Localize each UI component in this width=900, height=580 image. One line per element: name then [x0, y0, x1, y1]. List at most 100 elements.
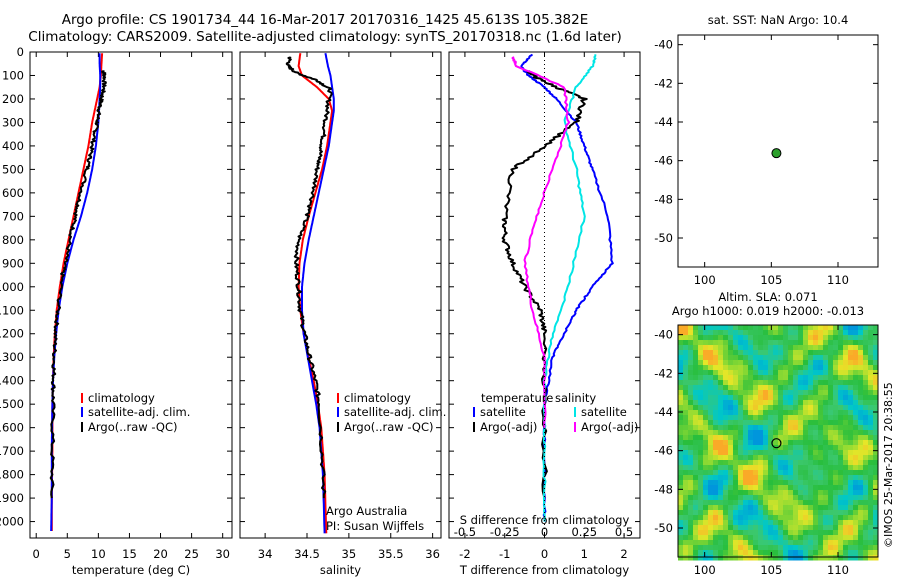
- sla-heatmap-cell: [698, 385, 704, 391]
- sla-heatmap-cell: [798, 500, 804, 506]
- sla-heatmap-cell: [743, 435, 749, 441]
- sla-heatmap-cell: [773, 455, 779, 461]
- sla-heatmap-cell: [688, 550, 694, 556]
- sla-heatmap-cell: [733, 475, 739, 481]
- sla-heatmap-cell: [763, 350, 769, 356]
- sla-heatmap-cell: [708, 450, 714, 456]
- sla-heatmap-cell: [708, 330, 714, 336]
- sla-heatmap-cell: [843, 525, 849, 531]
- sla-heatmap-cell: [808, 460, 814, 466]
- sla-heatmap-cell: [798, 420, 804, 426]
- sla-heatmap-cell: [743, 470, 749, 476]
- sla-heatmap-cell: [873, 350, 879, 356]
- sla-heatmap-cell: [823, 375, 829, 381]
- sla-heatmap-cell: [773, 525, 779, 531]
- sla-heatmap-cell: [703, 405, 709, 411]
- sla-heatmap-cell: [698, 515, 704, 521]
- sla-heatmap-cell: [743, 350, 749, 356]
- sla-heatmap-cell: [843, 470, 849, 476]
- sla-heatmap-cell: [763, 535, 769, 541]
- sla-heatmap-cell: [713, 460, 719, 466]
- sla-heatmap-cell: [693, 360, 699, 366]
- sla-heatmap-cell: [718, 480, 724, 486]
- sla-heatmap-cell: [678, 360, 684, 366]
- sla-heatmap-cell: [693, 410, 699, 416]
- sla-heatmap-cell: [838, 540, 844, 546]
- sla-heatmap-cell: [723, 520, 729, 526]
- sla-heatmap-cell: [703, 395, 709, 401]
- sla-heatmap-cell: [693, 385, 699, 391]
- sla-heatmap-cell: [833, 445, 839, 451]
- sla-heatmap-cell: [788, 520, 794, 526]
- sla-heatmap-cell: [818, 540, 824, 546]
- sla-heatmap-cell: [843, 435, 849, 441]
- sla-heatmap-cell: [803, 460, 809, 466]
- sla-heatmap-cell: [858, 460, 864, 466]
- sla-heatmap-cell: [683, 330, 689, 336]
- sla-heatmap-cell: [688, 400, 694, 406]
- sla-heatmap-cell: [718, 440, 724, 446]
- sla-heatmap-cell: [678, 515, 684, 521]
- sla-heatmap-cell: [703, 355, 709, 361]
- sla-heatmap-cell: [703, 400, 709, 406]
- sla-heatmap-cell: [823, 530, 829, 536]
- sla-heatmap-cell: [703, 445, 709, 451]
- sla-heatmap-cell: [688, 495, 694, 501]
- sla-heatmap-cell: [728, 505, 734, 511]
- sla-heatmap-cells: [678, 325, 879, 561]
- sla-heatmap-cell: [783, 490, 789, 496]
- sla-heatmap-cell: [873, 325, 879, 331]
- sla-heatmap-cell: [793, 505, 799, 511]
- sla-heatmap-cell: [843, 325, 849, 331]
- sla-heatmap-cell: [763, 415, 769, 421]
- sla-heatmap-cell: [793, 365, 799, 371]
- sla-heatmap-cell: [848, 340, 854, 346]
- sla-heatmap-cell: [813, 330, 819, 336]
- sla-heatmap-cell: [678, 345, 684, 351]
- sla-heatmap-cell: [693, 505, 699, 511]
- sla-heatmap-cell: [728, 365, 734, 371]
- sla-heatmap-cell: [698, 530, 704, 536]
- sla-heatmap-cell: [788, 535, 794, 541]
- sla-heatmap-cell: [718, 500, 724, 506]
- sla-heatmap-cell: [858, 360, 864, 366]
- temperature-ytick-label: 1100: [0, 303, 24, 317]
- sla-heatmap-cell: [723, 335, 729, 341]
- sla-heatmap-cell: [843, 370, 849, 376]
- sla-heatmap-cell: [788, 410, 794, 416]
- sla-heatmap-cell: [808, 375, 814, 381]
- sla-heatmap-cell: [718, 455, 724, 461]
- sla-heatmap-cell: [788, 550, 794, 556]
- sla-heatmap-cell: [683, 430, 689, 436]
- sla-heatmap-cell: [698, 360, 704, 366]
- sla-heatmap-cell: [693, 420, 699, 426]
- sla-heatmap-cell: [768, 395, 774, 401]
- sla-heatmap-cell: [793, 515, 799, 521]
- sla-heatmap-cell: [738, 500, 744, 506]
- sla-heatmap-cell: [873, 475, 879, 481]
- sla-heatmap-cell: [823, 380, 829, 386]
- sla-heatmap-cell: [833, 525, 839, 531]
- sla-heatmap-cell: [753, 360, 759, 366]
- sla-heatmap-cell: [768, 505, 774, 511]
- sla-heatmap-cell: [828, 420, 834, 426]
- sla-heatmap-cell: [773, 345, 779, 351]
- sla-heatmap-cell: [873, 445, 879, 451]
- sla-heatmap-cell: [768, 510, 774, 516]
- sla-heatmap-cell: [788, 465, 794, 471]
- sla-heatmap-cell: [738, 485, 744, 491]
- sla-heatmap-cell: [813, 450, 819, 456]
- sla-heatmap-cell: [798, 475, 804, 481]
- salinity-annotation-pi: PI: Susan Wijffels: [326, 519, 424, 533]
- sla-heatmap-cell: [858, 395, 864, 401]
- sla-heatmap-cell: [763, 430, 769, 436]
- sla-heatmap-cell: [793, 455, 799, 461]
- sla-heatmap-cell: [833, 520, 839, 526]
- sla-heatmap-cell: [768, 435, 774, 441]
- salinity-legend-argo-label: Argo(..raw -QC): [344, 420, 434, 434]
- sla-heatmap-cell: [683, 465, 689, 471]
- sla-heatmap-cell: [738, 475, 744, 481]
- sla-heatmap-cell: [833, 465, 839, 471]
- sla-heatmap-cell: [748, 450, 754, 456]
- sla-heatmap-cell: [858, 375, 864, 381]
